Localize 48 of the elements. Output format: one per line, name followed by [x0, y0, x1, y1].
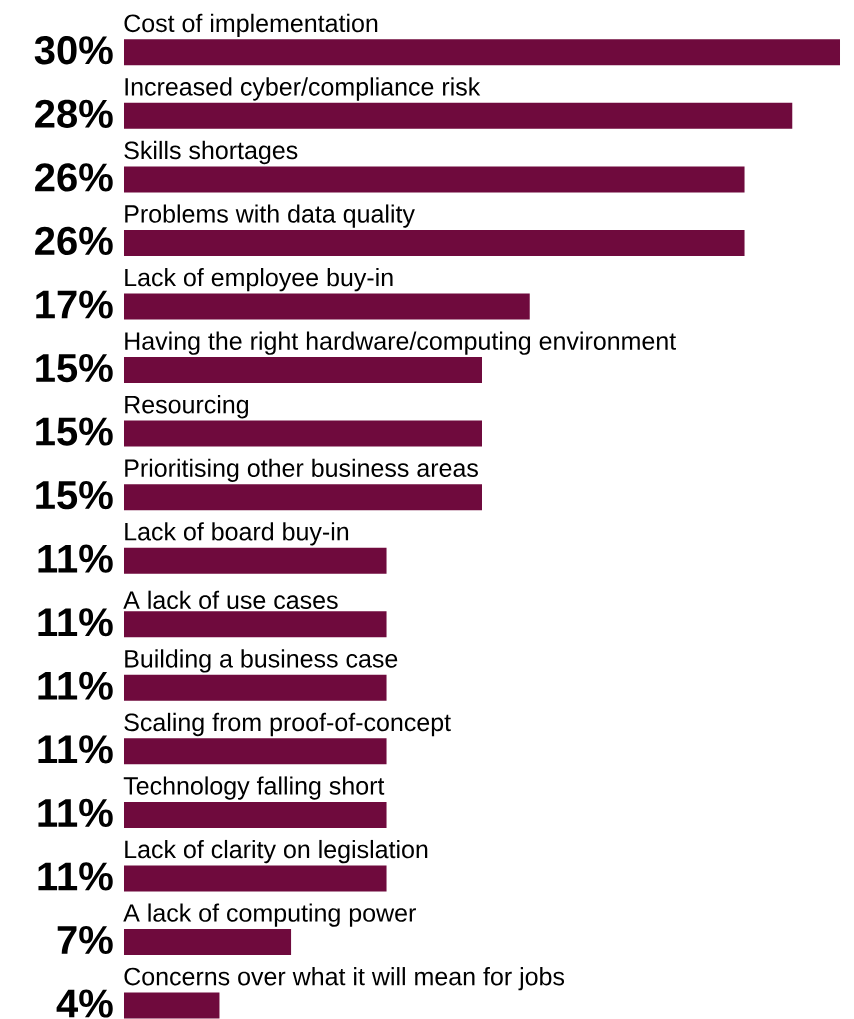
bar	[124, 801, 387, 828]
y-tick-label: Building a business case	[125, 649, 398, 673]
data-label: 26%	[35, 163, 113, 192]
bar	[124, 928, 292, 955]
data-label: 30%	[34, 36, 113, 65]
y-tick-label: Lack of board buy-in	[125, 522, 349, 546]
y-tick-label: Lack of clarity on legislation	[125, 839, 428, 864]
bar	[124, 674, 387, 701]
y-tick-label: Increased cyber/compliance risk	[125, 77, 481, 101]
data-label: 11%	[38, 862, 113, 891]
y-tick-label: Technology falling short	[123, 776, 385, 800]
bar	[124, 992, 220, 1019]
y-tick-label: A lack of use cases	[123, 590, 338, 610]
bar	[124, 229, 745, 256]
y-tick-label: Scaling from proof-of-concept	[124, 712, 451, 737]
bar	[124, 357, 482, 384]
y-tick-label: Resourcing	[125, 395, 249, 419]
data-label: 15%	[36, 481, 113, 510]
data-label: 28%	[35, 99, 113, 128]
y-tick-label: Cost of implementation	[124, 13, 378, 38]
data-label: 11%	[38, 735, 113, 764]
bar	[124, 420, 482, 447]
bar	[124, 293, 530, 320]
data-label: 15%	[36, 353, 113, 383]
data-label: 4%	[56, 989, 113, 1018]
data-label: 26%	[35, 226, 113, 256]
bar	[124, 39, 840, 66]
data-label: 15%	[36, 417, 113, 446]
bar	[124, 484, 482, 511]
data-label: 17%	[36, 290, 113, 319]
y-tick-label: Prioritising other business areas	[125, 458, 478, 482]
bar	[124, 166, 745, 193]
data-label: 11%	[38, 798, 113, 827]
y-tick-label: Skills shortages	[124, 140, 298, 165]
y-tick-label: Lack of employee buy-in	[125, 267, 393, 292]
data-label: 11%	[38, 671, 113, 700]
y-tick-label: Problems with data quality	[125, 204, 415, 228]
bar	[124, 865, 387, 892]
data-label: 7%	[57, 925, 113, 955]
data-label: 11%	[38, 608, 113, 637]
bar	[124, 738, 387, 765]
y-tick-label: A lack of computing power	[123, 903, 416, 927]
y-tick-label: Concerns over what it will mean for jobs	[124, 967, 565, 991]
bar	[124, 547, 387, 574]
y-tick-label: Having the right hardware/computing environment	[125, 331, 676, 355]
data-label: 11%	[38, 544, 113, 573]
bar	[124, 611, 387, 638]
bar	[124, 102, 793, 129]
